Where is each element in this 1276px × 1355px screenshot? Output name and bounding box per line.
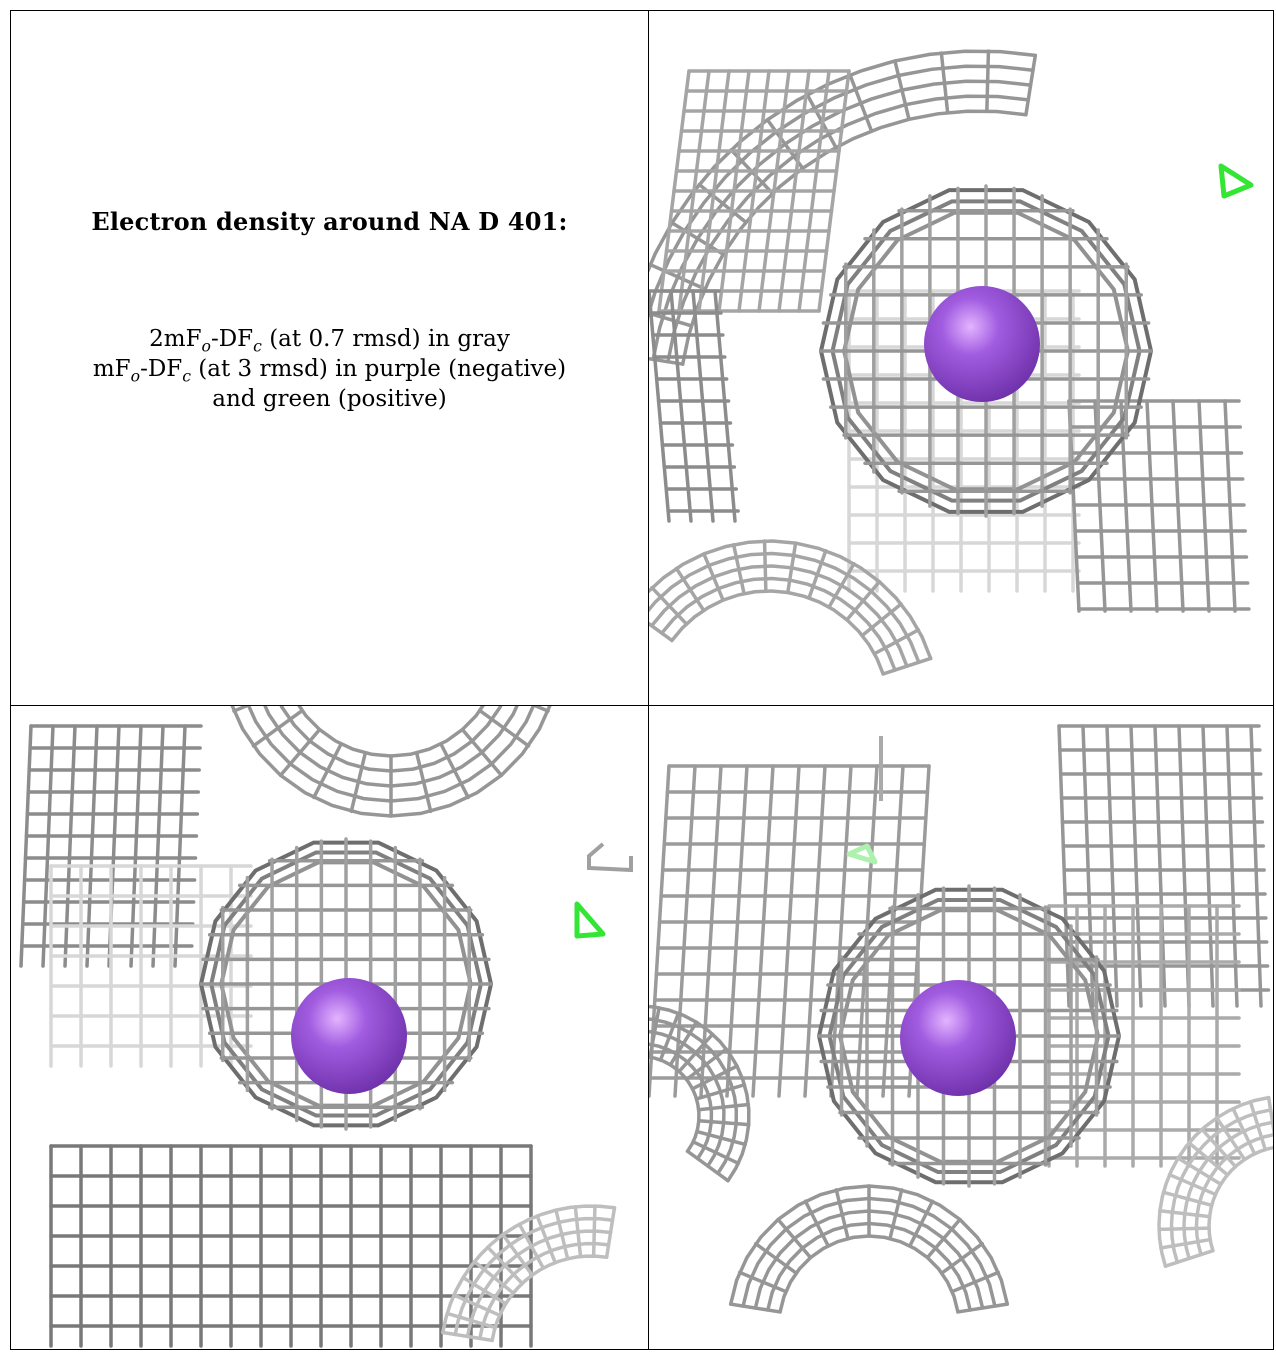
caption-line-green: and green (positive)	[212, 386, 447, 412]
positive-density-bottom-right	[846, 843, 878, 865]
mesh-arc-lower-right	[1157, 1095, 1273, 1268]
mesh-arc-lower	[728, 1184, 1010, 1314]
mesh-patch-upper-left	[649, 764, 931, 1098]
figure-grid: Electron density around NA D 401: 2mFo-D…	[10, 10, 1274, 1350]
density-map-top-right	[649, 49, 1254, 676]
na-atom-top-right	[924, 286, 1040, 402]
mesh-patch-behind	[49, 864, 253, 1068]
na-atom-bottom-left	[291, 978, 407, 1094]
caption-line-2fo-fc: 2mFo-DFc (at 0.7 rmsd) in gray	[149, 326, 510, 356]
positive-density-top-right	[1218, 163, 1254, 199]
mesh-arc-lower	[649, 539, 933, 676]
mesh-patch-left-lower	[649, 289, 740, 523]
density-view-bottom-right	[649, 706, 1273, 1349]
density-map-bottom-right	[649, 724, 1273, 1314]
caption-panel: Electron density around NA D 401: 2mFo-D…	[11, 11, 649, 706]
density-view-bottom-left	[11, 706, 649, 1349]
mesh-patch-lower	[49, 1144, 533, 1348]
positive-density-bottom-left	[574, 901, 606, 939]
mesh-arc-top	[230, 706, 552, 818]
mesh-patch-right	[1047, 904, 1241, 1168]
mesh-arc-left	[649, 1004, 751, 1183]
mesh-fragment	[587, 842, 633, 873]
mesh-patch-upper-right	[1057, 724, 1271, 1008]
mesh-patch-left	[657, 69, 851, 313]
caption-line-fo-fc: mFo-DFc (at 3 rmsd) in purple (negative)	[92, 356, 567, 386]
density-view-top-right	[649, 11, 1273, 706]
mesh-arc-lower-right	[441, 1204, 617, 1343]
na-atom-bottom-right	[900, 980, 1016, 1096]
caption-title: Electron density around NA D 401:	[91, 207, 568, 236]
density-map-bottom-left	[19, 706, 633, 1348]
